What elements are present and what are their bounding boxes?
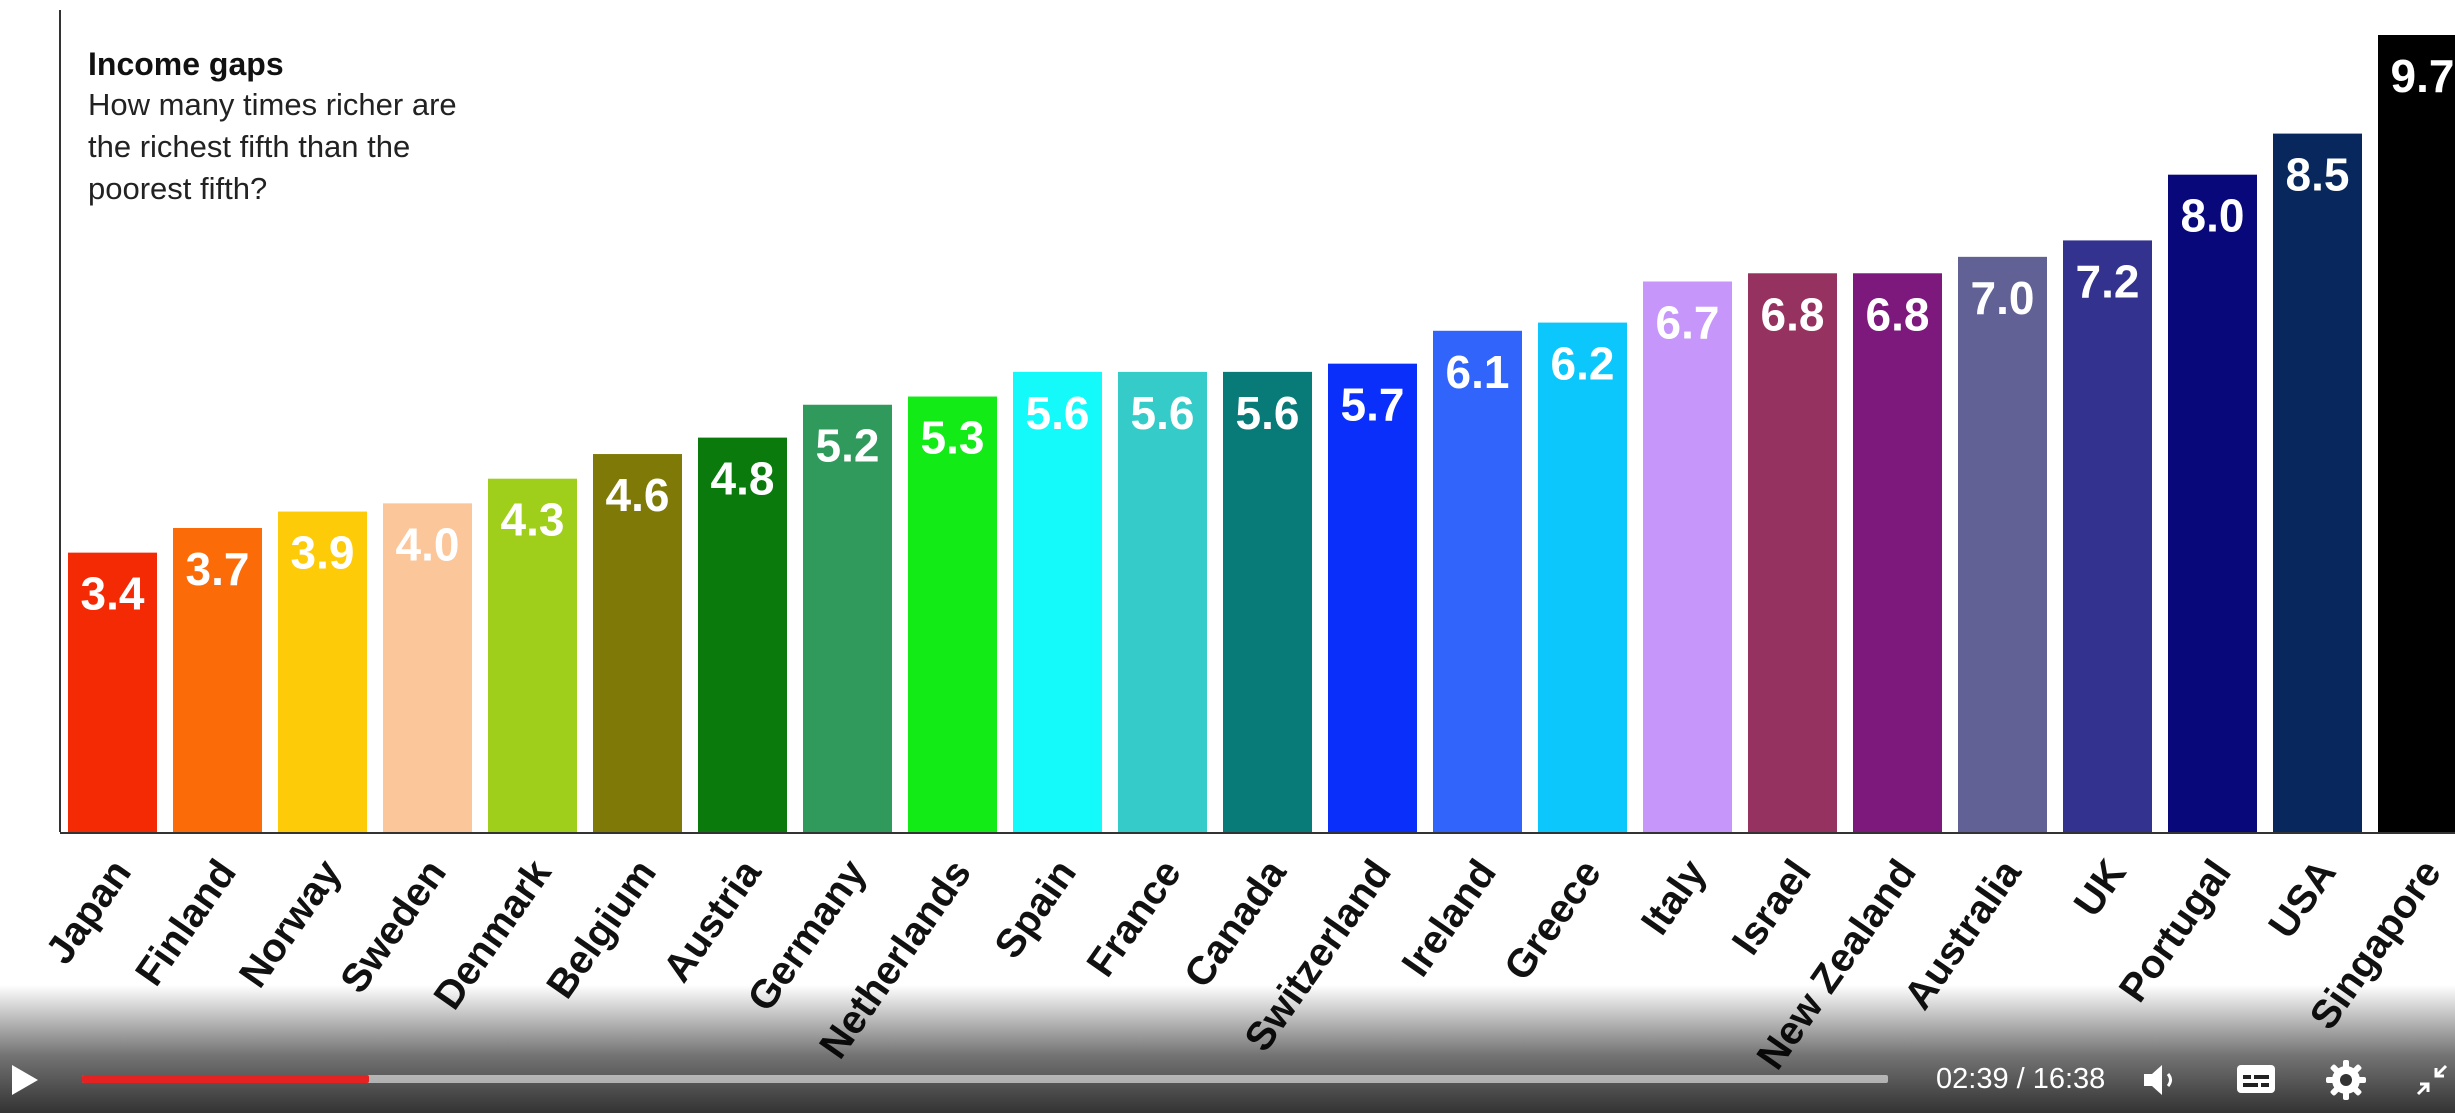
bar-value-label: 3.4: [81, 568, 145, 620]
bar-value-label: 6.7: [1656, 296, 1720, 348]
chart-title-block: Income gaps How many times richer are th…: [88, 44, 508, 210]
bar-spain: [1013, 371, 1102, 832]
category-label: Israel: [1724, 852, 1820, 963]
bar-finland: [173, 527, 262, 832]
video-controls-bar: [0, 985, 2455, 1113]
bar-value-label: 7.0: [1971, 272, 2035, 324]
bar-value-label: 5.2: [816, 420, 880, 472]
volume-button[interactable]: [2136, 1056, 2184, 1104]
bar-canada: [1223, 371, 1312, 832]
bar-value-label: 5.6: [1026, 387, 1090, 439]
bar-japan: [68, 552, 157, 832]
bar-denmark: [488, 478, 577, 832]
bar-value-label: 5.7: [1341, 379, 1405, 431]
bar-value-label: 5.6: [1236, 387, 1300, 439]
bar-value-label: 7.2: [2076, 255, 2140, 307]
chart-subtitle: How many times richer are the richest fi…: [88, 87, 457, 206]
exit-fullscreen-button[interactable]: [2408, 1056, 2455, 1104]
progress-bar-fill: [82, 1075, 370, 1083]
bar-greece: [1538, 322, 1627, 832]
exit-fullscreen-icon: [2416, 1064, 2448, 1096]
category-label: Spain: [986, 852, 1085, 966]
bar-value-label: 6.8: [1761, 288, 1825, 340]
play-icon: [12, 1065, 38, 1095]
category-label: Ireland: [1394, 852, 1505, 985]
category-label: Austria: [655, 851, 771, 990]
bar-france: [1118, 371, 1207, 832]
bar-israel: [1748, 273, 1837, 833]
category-label: Japan: [38, 852, 140, 972]
bar-value-label: 6.2: [1551, 338, 1615, 390]
bar-netherlands: [908, 396, 997, 832]
bar-italy: [1643, 281, 1732, 832]
progress-bar[interactable]: [82, 1075, 1888, 1083]
bar-value-label: 4.8: [711, 453, 775, 505]
bar-norway: [278, 511, 367, 832]
category-label: Greece: [1496, 852, 1610, 988]
bar-value-label: 6.8: [1866, 288, 1930, 340]
settings-icon: [2326, 1060, 2366, 1100]
bar-portugal: [2168, 174, 2257, 832]
captions-button[interactable]: [2232, 1056, 2280, 1104]
bar-value-label: 3.7: [186, 543, 250, 595]
bar-value-label: 5.6: [1131, 387, 1195, 439]
bar-uk: [2063, 240, 2152, 833]
bar-switzerland: [1328, 363, 1417, 832]
category-label: Finland: [127, 852, 245, 994]
bar-value-label: 4.3: [501, 494, 565, 546]
bar-new-zealand: [1853, 273, 1942, 833]
category-label: Belgium: [538, 852, 665, 1006]
play-button[interactable]: [0, 1056, 48, 1104]
bar-austria: [698, 437, 787, 832]
bar-value-label: 4.0: [396, 518, 460, 570]
category-label: France: [1079, 852, 1190, 985]
bar-sweden: [383, 503, 472, 832]
captions-icon: [2237, 1065, 2275, 1093]
bar-belgium: [593, 454, 682, 832]
category-label: Italy: [1633, 851, 1715, 942]
bar-value-label: 8.0: [2181, 190, 2245, 242]
bar-value-label: 6.1: [1446, 346, 1510, 398]
volume-icon: [2144, 1065, 2172, 1095]
category-label: UK: [2066, 852, 2135, 925]
bar-usa: [2273, 133, 2362, 833]
bar-value-label: 3.9: [291, 527, 355, 579]
bar-value-label: 4.6: [606, 469, 670, 521]
bar-singapore: [2378, 35, 2455, 832]
settings-button[interactable]: [2322, 1056, 2370, 1104]
bar-value-label: 8.5: [2286, 149, 2350, 201]
time-display: 02:39 / 16:38: [1936, 1063, 2106, 1095]
bar-ireland: [1433, 330, 1522, 832]
bar-germany: [803, 404, 892, 832]
bar-value-label: 5.3: [921, 412, 985, 464]
bar-value-label: 9.7: [2391, 50, 2455, 102]
category-label: USA: [2260, 852, 2344, 946]
bar-australia: [1958, 256, 2047, 833]
chart-title: Income gaps: [88, 46, 284, 82]
